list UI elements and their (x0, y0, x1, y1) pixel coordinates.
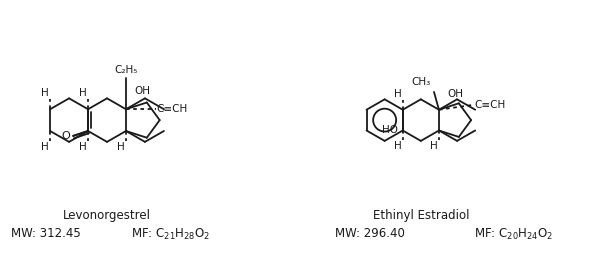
Text: H: H (41, 142, 49, 152)
Text: H: H (41, 88, 49, 98)
Text: Levonorgestrel: Levonorgestrel (63, 209, 151, 222)
Text: O: O (61, 131, 70, 141)
Text: H: H (430, 141, 438, 151)
Text: OH: OH (447, 89, 463, 99)
Text: Ethinyl Estradiol: Ethinyl Estradiol (373, 209, 469, 222)
Text: OH: OH (134, 86, 150, 96)
Text: C≡CH: C≡CH (475, 100, 506, 110)
Text: CH₃: CH₃ (412, 77, 431, 87)
Text: HO: HO (382, 126, 398, 135)
Text: H: H (79, 88, 87, 98)
Text: C₂H₅: C₂H₅ (114, 65, 138, 75)
Text: MW: 296.40: MW: 296.40 (335, 227, 405, 240)
Text: MW: 312.45: MW: 312.45 (12, 227, 81, 240)
Text: MF: C$_{21}$H$_{28}$O$_2$: MF: C$_{21}$H$_{28}$O$_2$ (131, 227, 210, 242)
Text: C≡CH: C≡CH (157, 104, 188, 114)
Text: MF: C$_{20}$H$_{24}$O$_2$: MF: C$_{20}$H$_{24}$O$_2$ (474, 227, 553, 242)
Text: H: H (117, 142, 125, 152)
Text: H: H (79, 142, 87, 152)
Text: H: H (394, 141, 401, 151)
Text: H: H (394, 89, 401, 99)
